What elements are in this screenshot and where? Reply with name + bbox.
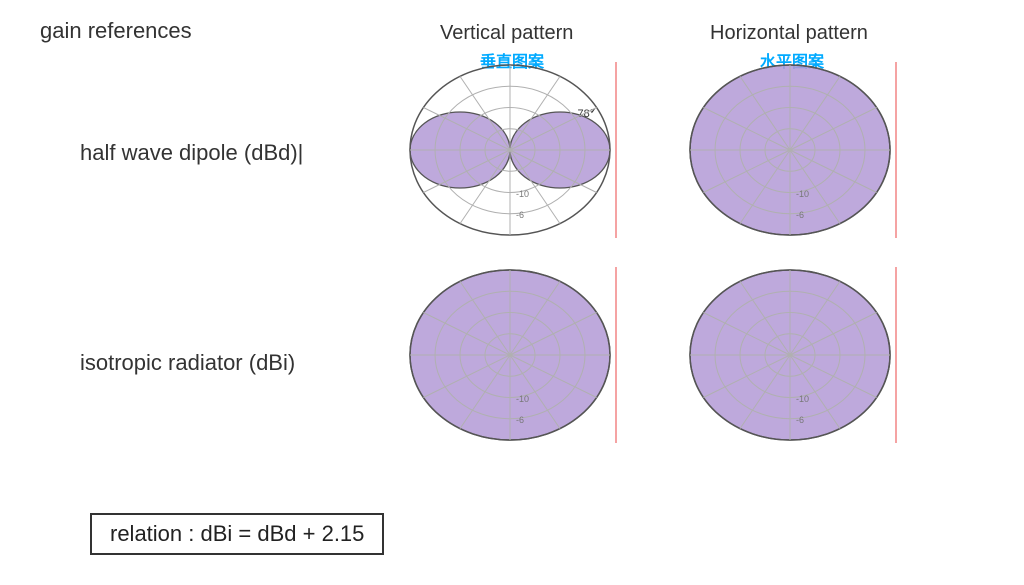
svg-text:-10: -10 [796, 394, 809, 404]
row-label-dipole: half wave dipole (dBd)| [80, 140, 303, 166]
page: gain references Vertical pattern Horizon… [0, 0, 1024, 585]
svg-text:-6: -6 [796, 210, 804, 220]
chart-dipole-vertical: 78°-10-6 [405, 60, 635, 240]
svg-text:-10: -10 [796, 189, 809, 199]
row-label-isotropic: isotropic radiator (dBi) [80, 350, 295, 376]
svg-text:-6: -6 [796, 415, 804, 425]
svg-text:-10: -10 [516, 394, 529, 404]
svg-text:-6: -6 [516, 210, 524, 220]
chart-dipole-horizontal: -10 -6 [685, 60, 915, 240]
svg-text:-10: -10 [516, 189, 529, 199]
col-header-horizontal: Horizontal pattern [710, 22, 868, 45]
svg-text:-6: -6 [516, 415, 524, 425]
col-header-vertical: Vertical pattern [440, 22, 573, 45]
chart-isotropic-vertical: -10 -6 [405, 265, 635, 445]
formula-box: relation : dBi = dBd + 2.15 [90, 513, 384, 555]
page-title: gain references [40, 18, 192, 44]
chart-isotropic-horizontal: -10 -6 [685, 265, 915, 445]
